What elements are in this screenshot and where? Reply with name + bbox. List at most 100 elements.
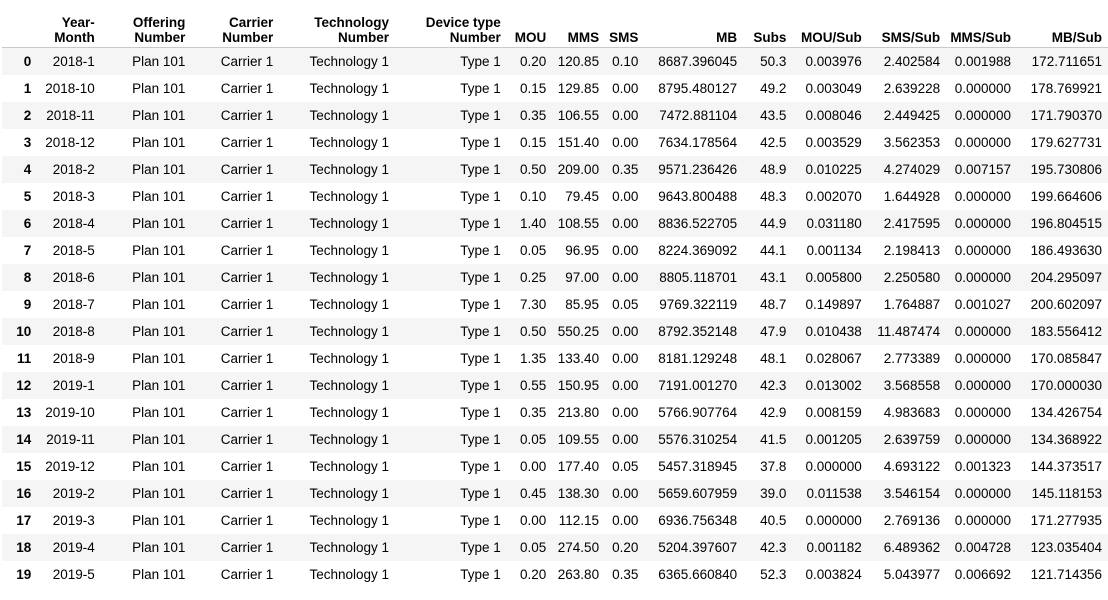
- header-row: Year- Month Offering Number Carrier Number Tec…: [2, 2, 1108, 48]
- table-cell: 4.983683: [883, 405, 941, 420]
- table-cell: Type 1: [460, 189, 501, 204]
- table-cell: 0.002070: [805, 189, 862, 204]
- row-index: 2: [23, 108, 32, 123]
- table-cell: 121.714356: [1030, 567, 1102, 582]
- column-header-line: Technology: [314, 15, 390, 30]
- table-cell: 8181.129248: [658, 351, 738, 366]
- table-row: 2 2018-11 Plan 101 Carrier 1 Technology 1 Typ…: [2, 102, 1108, 129]
- table-cell: 8224.369092: [658, 243, 738, 258]
- table-cell: 112.15: [558, 513, 600, 528]
- row-index: 19: [16, 567, 32, 582]
- column-header-line: SMS: [609, 30, 639, 45]
- dataframe-table: Year- Month Offering Number Carrier Number Tec…: [2, 2, 1108, 588]
- table-cell: 274.50: [557, 540, 600, 555]
- table-cell: 170.000030: [1030, 378, 1102, 393]
- table-cell: 2018-6: [52, 270, 95, 285]
- table-row: 4 2018-2 Plan 101 Carrier 1 Technology 1 Type…: [2, 156, 1108, 183]
- table-cell: Carrier 1: [220, 135, 274, 150]
- column-header-line: MMS/Sub: [950, 30, 1012, 45]
- table-cell: Plan 101: [132, 216, 186, 231]
- table-cell: Type 1: [460, 243, 501, 258]
- table-cell: 0.005800: [805, 270, 862, 285]
- table-cell: 3.546154: [883, 486, 941, 501]
- row-index: 7: [23, 243, 32, 258]
- table-cell: 2.402584: [883, 54, 941, 69]
- table-cell: 9769.322119: [659, 297, 738, 312]
- table-cell: 2018-8: [52, 324, 95, 339]
- column-header-line: Month: [54, 30, 95, 45]
- table-cell: Technology 1: [309, 81, 390, 96]
- table-cell: Carrier 1: [220, 567, 274, 582]
- row-index: 18: [16, 540, 32, 555]
- column-header: MOU/Sub: [792, 2, 868, 48]
- table-cell: 1.35: [519, 351, 547, 366]
- table-cell: 1.40: [519, 216, 547, 231]
- table-cell: 2019-4: [52, 540, 95, 555]
- table-cell: Carrier 1: [220, 54, 274, 69]
- table-cell: 44.1: [760, 243, 787, 258]
- table-cell: 0.20: [519, 567, 547, 582]
- table-cell: 8805.118701: [659, 270, 738, 285]
- table-cell: 0.000000: [805, 513, 862, 528]
- table-cell: 48.9: [760, 162, 787, 177]
- table-cell: Carrier 1: [220, 459, 274, 474]
- row-index: 0: [23, 54, 32, 69]
- table-cell: 96.95: [565, 243, 600, 258]
- table-cell: 0.000000: [954, 243, 1012, 258]
- table-cell: 0.00: [612, 108, 639, 123]
- table-cell: 186.493630: [1030, 243, 1102, 258]
- table-cell: 0.149897: [805, 297, 862, 312]
- table-cell: Type 1: [460, 270, 501, 285]
- table-cell: Plan 101: [132, 378, 186, 393]
- table-row: 9 2018-7 Plan 101 Carrier 1 Technology 1 Type…: [2, 291, 1108, 318]
- table-cell: 0.35: [612, 162, 639, 177]
- table-cell: 0.00: [612, 189, 639, 204]
- column-header-line: Offering: [132, 15, 186, 30]
- table-cell: Technology 1: [309, 405, 390, 420]
- table-cell: 2.449425: [883, 108, 941, 123]
- table-cell: 0.35: [519, 405, 547, 420]
- table-cell: 196.804515: [1030, 216, 1102, 231]
- table-row: 16 2019-2 Plan 101 Carrier 1 Technology 1 Typ…: [2, 480, 1108, 507]
- table-cell: Technology 1: [309, 540, 390, 555]
- column-header-line: Carrier: [228, 15, 274, 30]
- table-cell: 0.008046: [805, 108, 862, 123]
- column-header: Offering Number: [100, 2, 192, 48]
- table-row: 3 2018-12 Plan 101 Carrier 1 Technology 1 Typ…: [2, 129, 1108, 156]
- table-cell: Type 1: [460, 486, 501, 501]
- table-cell: 144.373517: [1030, 459, 1102, 474]
- table-cell: 9571.236426: [658, 162, 738, 177]
- table-cell: 2.639759: [883, 432, 941, 447]
- table-cell: Type 1: [460, 81, 501, 96]
- table-cell: 0.003824: [805, 567, 862, 582]
- table-cell: Type 1: [460, 108, 501, 123]
- table-cell: Technology 1: [309, 351, 390, 366]
- table-cell: 2019-12: [45, 459, 95, 474]
- table-cell: Technology 1: [309, 189, 390, 204]
- table-row: 10 2018-8 Plan 101 Carrier 1 Technology 1 Typ…: [2, 318, 1108, 345]
- table-cell: 0.00: [612, 432, 639, 447]
- table-cell: Type 1: [460, 378, 501, 393]
- table-cell: 2.769136: [883, 513, 941, 528]
- table-cell: 0.55: [519, 378, 547, 393]
- table-cell: 2019-5: [52, 567, 95, 582]
- table-cell: Plan 101: [132, 540, 186, 555]
- table-cell: 0.20: [612, 540, 639, 555]
- row-index: 10: [16, 324, 32, 339]
- table-cell: Carrier 1: [220, 513, 274, 528]
- table-cell: Technology 1: [309, 135, 390, 150]
- table-cell: 0.001027: [954, 297, 1012, 312]
- table-cell: 42.5: [760, 135, 787, 150]
- table-cell: 41.5: [760, 432, 787, 447]
- table-cell: 0.05: [519, 540, 547, 555]
- table-cell: Plan 101: [132, 81, 186, 96]
- table-cell: 0.000000: [954, 513, 1012, 528]
- table-cell: 2.250580: [883, 270, 941, 285]
- table-cell: Type 1: [460, 432, 501, 447]
- table-cell: 0.000000: [954, 486, 1012, 501]
- table-cell: 199.664606: [1030, 189, 1102, 204]
- table-cell: 0.00: [612, 486, 639, 501]
- table-cell: 1.764887: [883, 297, 941, 312]
- column-header: MMS: [552, 2, 606, 48]
- table-cell: 0.00: [519, 459, 547, 474]
